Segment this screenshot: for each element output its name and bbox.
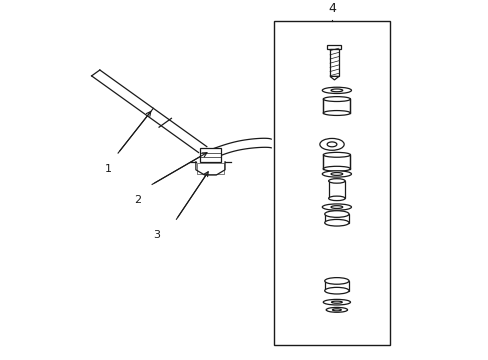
Ellipse shape: [324, 287, 348, 294]
Ellipse shape: [323, 152, 350, 157]
Ellipse shape: [324, 220, 348, 226]
Ellipse shape: [323, 111, 350, 116]
Ellipse shape: [322, 204, 351, 210]
Ellipse shape: [332, 309, 341, 311]
Bar: [328, 181, 345, 198]
Bar: [273, 21, 389, 345]
Bar: [200, 148, 220, 162]
Ellipse shape: [330, 172, 342, 175]
Text: 1: 1: [104, 163, 112, 174]
Ellipse shape: [324, 211, 348, 217]
Ellipse shape: [322, 87, 351, 94]
Text: 2: 2: [134, 195, 141, 205]
Ellipse shape: [323, 300, 350, 305]
Bar: [327, 45, 341, 49]
Ellipse shape: [331, 301, 342, 303]
Ellipse shape: [319, 139, 344, 150]
Bar: [324, 281, 348, 291]
Text: 4: 4: [327, 3, 335, 15]
Ellipse shape: [330, 89, 342, 92]
Ellipse shape: [328, 179, 345, 183]
Bar: [324, 214, 348, 223]
Bar: [323, 99, 350, 113]
Ellipse shape: [322, 171, 351, 177]
Ellipse shape: [330, 206, 342, 208]
Ellipse shape: [326, 142, 336, 147]
Ellipse shape: [323, 96, 350, 102]
Bar: [329, 49, 338, 76]
Bar: [197, 163, 223, 174]
Ellipse shape: [323, 166, 350, 171]
Bar: [323, 155, 350, 169]
Polygon shape: [329, 76, 338, 80]
Text: 3: 3: [153, 230, 160, 240]
Ellipse shape: [328, 196, 345, 201]
Ellipse shape: [325, 307, 347, 312]
Ellipse shape: [324, 278, 348, 284]
